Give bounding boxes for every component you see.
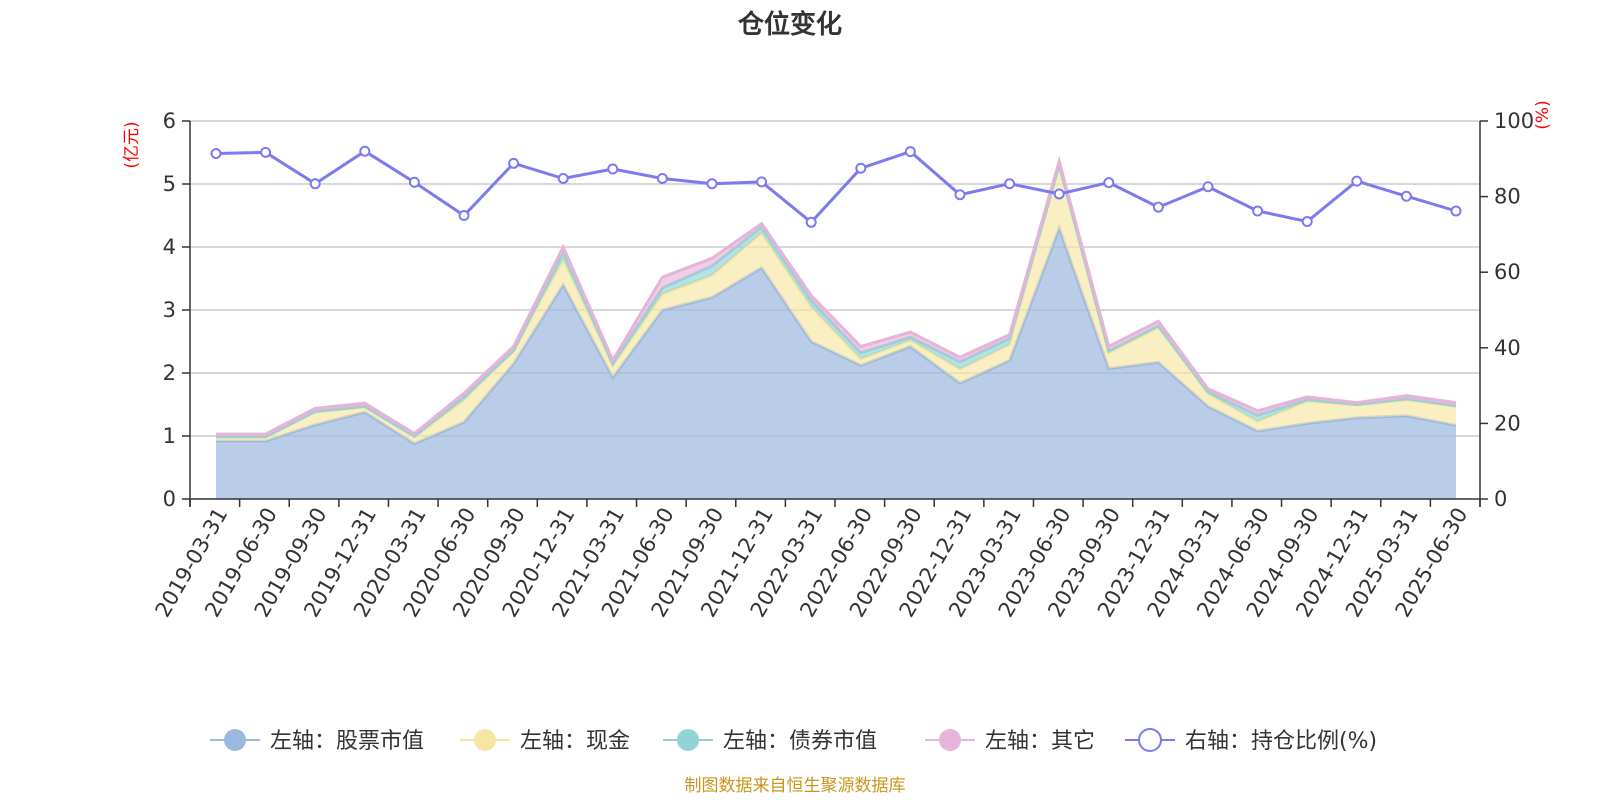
ratio-point <box>756 176 768 188</box>
left-tick-label: 6 <box>163 109 176 133</box>
ratio-point <box>904 146 916 158</box>
right-tick-label: 60 <box>1494 260 1521 284</box>
left-tick-label: 4 <box>163 235 176 259</box>
legend-marker <box>677 729 699 751</box>
ratio-point <box>210 148 222 160</box>
ratio-point <box>260 146 272 158</box>
right-tick-label: 40 <box>1494 336 1521 360</box>
legend-label: 右轴：持仓比例(%) <box>1185 729 1377 754</box>
ratio-point <box>1202 181 1214 193</box>
right-tick-label: 20 <box>1494 411 1521 435</box>
right-tick-label: 100 <box>1494 109 1534 133</box>
left-tick-label: 1 <box>163 424 176 448</box>
ratio-point <box>706 178 718 190</box>
ratio-point <box>1450 205 1462 217</box>
ratio-point <box>1252 205 1264 217</box>
legend: 左轴：股票市值 左轴：现金 左轴：债券市值 左轴：其它 右轴：持仓比例(%) <box>210 728 1377 754</box>
left-tick-label: 3 <box>163 298 176 322</box>
ratio-point <box>656 172 668 184</box>
right-tick-label: 80 <box>1494 185 1521 209</box>
source-note: 制图数据来自恒生聚源数据库 <box>685 776 906 796</box>
ratio-point <box>508 157 520 169</box>
legend-marker <box>939 729 961 751</box>
area-line-4 <box>216 155 1457 436</box>
area-2 <box>216 165 1456 444</box>
ratio-point <box>408 176 420 188</box>
right-axis-unit: (%) <box>1533 100 1553 129</box>
ratio-point <box>805 216 817 228</box>
ratio-point <box>1004 178 1016 190</box>
ratio-point <box>1152 201 1164 213</box>
ratio-point <box>1400 190 1412 202</box>
legend-label: 左轴：股票市值 <box>270 729 424 754</box>
legend-marker <box>474 729 496 751</box>
legend-marker <box>224 729 246 751</box>
legend-label: 左轴：现金 <box>520 729 630 754</box>
ratio-point <box>607 163 619 175</box>
left-tick-label: 5 <box>163 172 176 196</box>
ratio-point <box>1351 175 1363 187</box>
legend-marker <box>1138 728 1162 752</box>
stacked-areas <box>216 155 1457 499</box>
legend-label: 左轴：债券市值 <box>723 729 877 754</box>
area-1 <box>216 228 1456 499</box>
ratio-point <box>309 178 321 190</box>
ratio-point <box>954 189 966 201</box>
left-axis-unit: (亿元) <box>122 121 142 168</box>
ratio-point <box>359 145 371 157</box>
ratio-point <box>855 162 867 174</box>
legend-label: 左轴：其它 <box>985 729 1095 754</box>
ratio-point <box>458 210 470 221</box>
ratio-line-series <box>210 145 1462 228</box>
ratio-line <box>215 149 1457 225</box>
ratio-point <box>1301 216 1313 228</box>
ratio-point <box>1103 177 1115 189</box>
left-tick-label: 2 <box>163 361 176 385</box>
left-tick-label: 0 <box>163 487 176 511</box>
chart-title: 仓位变化 <box>737 9 842 40</box>
right-tick-label: 0 <box>1494 487 1507 511</box>
ratio-point <box>557 172 569 184</box>
ratio-point <box>1053 188 1065 200</box>
